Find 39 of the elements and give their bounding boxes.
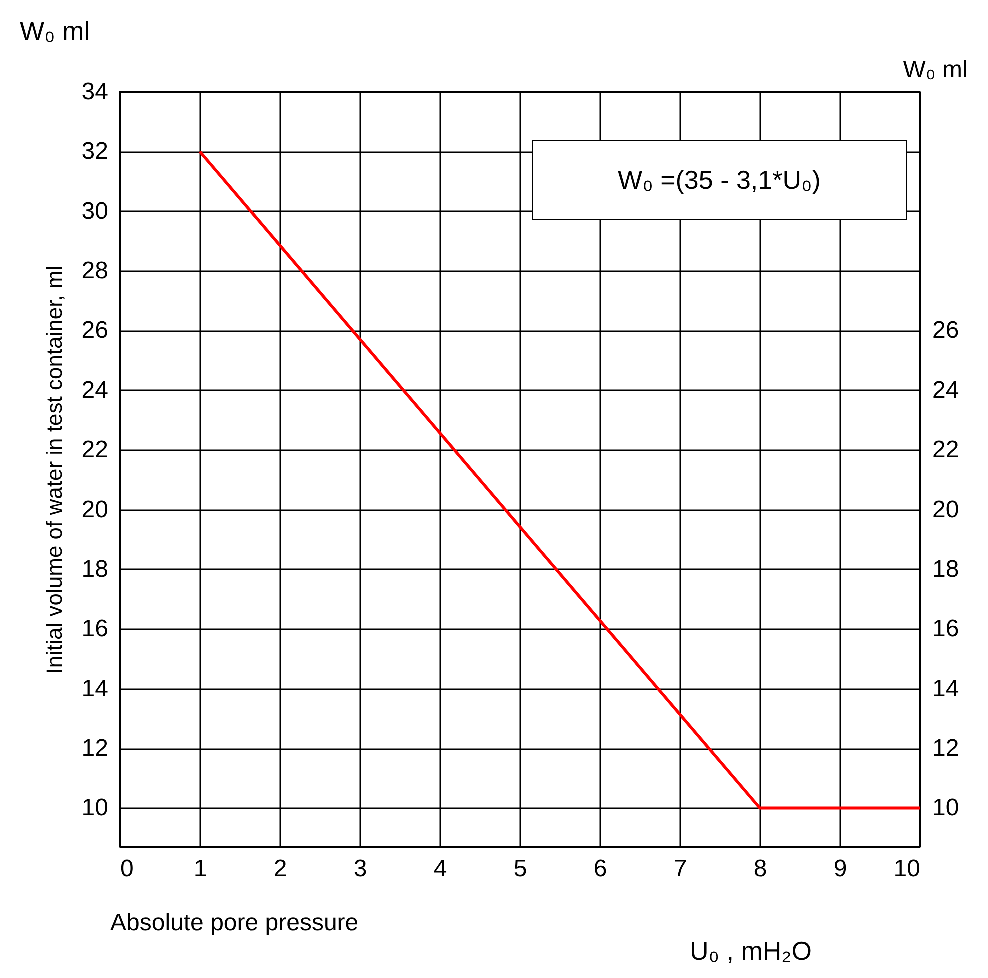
- x-tick-label: 9: [834, 856, 848, 882]
- x-tick-label: 7: [674, 856, 688, 882]
- y2-tick-label: 18: [932, 556, 960, 583]
- y2-axis-title: W₀ ml: [903, 56, 968, 84]
- y-tick-label: 24: [82, 376, 108, 404]
- y-tick-label: 34: [82, 78, 108, 106]
- x-tick-label: 1: [194, 856, 208, 882]
- text-frame: W₀ =(35 - 3,1*U₀): [532, 140, 907, 220]
- x-tick-label: 6: [594, 856, 608, 882]
- x-tick-label: 5: [514, 856, 528, 882]
- y-tick-label: 18: [82, 556, 108, 583]
- y-tick-label: 16: [82, 616, 108, 643]
- y2-tick-label: 16: [932, 616, 960, 643]
- y-axis-title: Initial volume of water in test container, ml: [42, 266, 67, 674]
- y-tick-label: 32: [82, 138, 108, 166]
- text: W₀ ml: [20, 16, 90, 46]
- y2-tick-label: 22: [932, 436, 960, 464]
- x-axis-title: Absolute pore pressure: [110, 910, 359, 936]
- y-tick-label: 30: [82, 198, 108, 225]
- y2-tick-label: 24: [932, 376, 960, 404]
- x-tick-label: 10: [894, 856, 920, 882]
- x-tick-label: 0: [120, 856, 134, 882]
- x-tick-label: 3: [354, 856, 368, 882]
- x-tick-label: 8: [754, 856, 768, 882]
- y2-tick-label: 26: [932, 317, 960, 344]
- y-tick-label: 14: [82, 675, 108, 702]
- y-tick-label: 12: [82, 735, 108, 762]
- y2-tick-label: 10: [932, 794, 960, 822]
- y-tick-label: 10: [82, 794, 108, 822]
- y-tick-label: 26: [82, 317, 108, 344]
- y2-tick-label: 14: [932, 675, 960, 702]
- y-tick-label: 22: [82, 436, 108, 464]
- x-tick-label: 4: [434, 856, 448, 882]
- y2-tick-label: 20: [932, 496, 960, 524]
- y2-tick-label: 12: [932, 735, 960, 762]
- y-tick-label: 20: [82, 496, 108, 524]
- x-tick-label: 2: [274, 856, 288, 882]
- text: U₀ , mH₂O: [690, 936, 812, 966]
- y-tick-label: 28: [82, 258, 108, 285]
